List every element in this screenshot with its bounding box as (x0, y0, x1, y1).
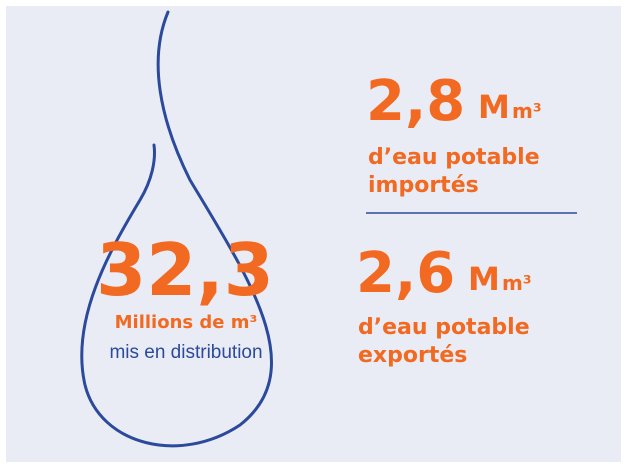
main-unit: Millions de m³ (115, 312, 258, 333)
exports-value: 2,6 (356, 241, 455, 306)
imports-unit: M (478, 88, 510, 126)
exports-unit-sub: m³ (502, 271, 532, 295)
background (6, 6, 621, 462)
exports-line1: d’eau potable (358, 315, 530, 340)
main-value: 32,3 (96, 228, 274, 312)
imports-value: 2,8 (366, 69, 465, 134)
water-drop (80, 10, 273, 448)
imports-unit-sub: m³ (512, 99, 542, 123)
main-caption: mis en distribution (109, 342, 262, 363)
exports-unit: M (468, 260, 500, 298)
imports-line1: d’eau potable (368, 145, 540, 170)
imports-line2: importés (368, 173, 479, 198)
exports-line2: exportés (358, 343, 467, 368)
